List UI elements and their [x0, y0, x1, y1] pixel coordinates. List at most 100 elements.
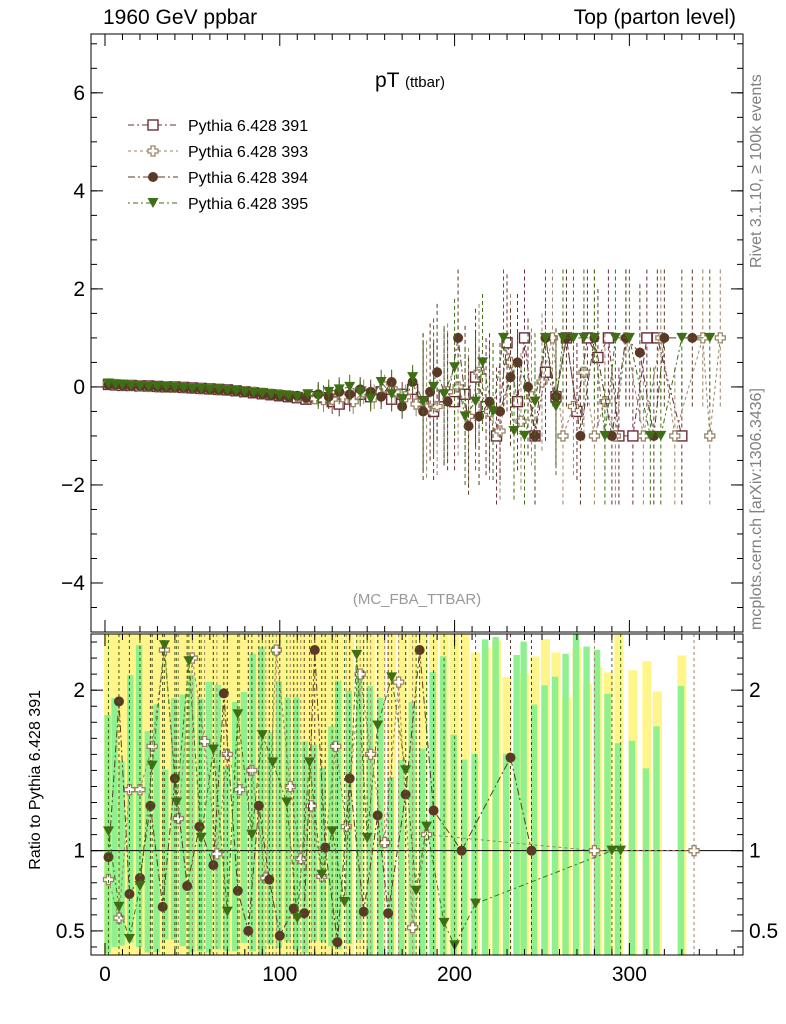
- ratio-point: [456, 845, 467, 856]
- ratio-point: [372, 720, 384, 731]
- data-point: [470, 396, 482, 407]
- data-point: [557, 430, 569, 442]
- ratio-point: [102, 873, 115, 886]
- legend-label: Pythia 6.428 394: [188, 170, 308, 187]
- ratio-band-green: [461, 759, 468, 955]
- ratio-band-green: [604, 693, 611, 955]
- data-point: [557, 332, 569, 343]
- ratio-point: [123, 933, 135, 944]
- ratio-band-green: [335, 680, 342, 950]
- ratio-point: [588, 845, 601, 857]
- data-point: [676, 332, 688, 343]
- ratio-band-green: [153, 704, 160, 953]
- data-point: [714, 332, 726, 344]
- ratio-point: [134, 880, 146, 891]
- main-plot-frame: [90, 33, 744, 633]
- data-point: [609, 332, 621, 343]
- data-point: [347, 395, 359, 408]
- ratio-band-green: [258, 647, 265, 955]
- ratio-band-green: [301, 741, 309, 953]
- ratio-ytick-label-right: 1: [749, 840, 761, 863]
- ratio-point: [379, 837, 391, 849]
- legend-marker: [148, 172, 158, 182]
- ratio-ytick-label: 1: [73, 840, 85, 863]
- data-point: [410, 398, 422, 410]
- ratio-point: [243, 925, 254, 936]
- process-label: Top (parton level): [573, 6, 736, 29]
- mcplots-source-label: mcplots.cern.ch [arXiv:1306.3436]: [748, 388, 765, 630]
- data-point: [453, 332, 464, 343]
- ratio-band-green: [419, 748, 426, 955]
- ratio-band-green: [471, 753, 478, 955]
- data-point: [169, 382, 181, 393]
- ratio-series-394: [103, 634, 537, 955]
- data-point: [442, 396, 453, 407]
- ratio-point: [365, 748, 377, 761]
- ratio-band-green: [541, 685, 548, 955]
- data-point: [125, 380, 137, 391]
- ratio-point: [198, 735, 211, 748]
- ratio-band-green: [398, 760, 405, 955]
- data-point: [195, 383, 207, 394]
- ratio-band-green: [653, 726, 660, 955]
- ratio-point: [158, 640, 170, 651]
- ratio-point: [157, 901, 168, 912]
- ratio-point: [688, 845, 700, 857]
- main-ytick-label: 6: [73, 82, 85, 105]
- ratio-band-green: [275, 680, 283, 948]
- ratio-point: [253, 800, 264, 811]
- main-ytick-label: 4: [73, 180, 85, 203]
- ratio-band-green: [450, 734, 457, 955]
- ratio-point: [267, 757, 279, 768]
- data-point: [134, 380, 146, 391]
- data-point: [274, 390, 286, 401]
- ratio-band-green: [377, 697, 384, 955]
- data-point: [151, 381, 163, 392]
- data-point: [344, 381, 356, 392]
- ratio-series-line: [107, 645, 621, 947]
- ratio-point: [270, 644, 282, 656]
- ratio-point: [428, 805, 439, 816]
- ratio-point: [208, 860, 219, 871]
- data-point: [498, 332, 510, 343]
- data-point: [529, 430, 540, 441]
- ratio-band-green: [492, 637, 499, 955]
- data-point: [578, 366, 590, 378]
- analysis-watermark: (MC_FBA_TTBAR): [353, 591, 481, 608]
- ratio-point: [171, 797, 183, 808]
- data-point: [143, 381, 155, 392]
- ratio-point: [309, 645, 320, 656]
- data-point: [333, 384, 345, 395]
- data-point: [221, 385, 233, 396]
- ratio-point: [264, 874, 275, 885]
- ratio-point: [392, 676, 405, 688]
- ratio-band-green: [387, 777, 394, 955]
- ratio-point: [338, 897, 350, 908]
- data-point: [550, 401, 562, 412]
- data-point: [379, 381, 391, 393]
- data-point: [376, 391, 387, 402]
- ratio-point: [414, 645, 425, 656]
- ratio-band-green: [366, 685, 373, 955]
- data-point: [365, 394, 377, 405]
- energy-label: 1960 GeV ppbar: [103, 6, 258, 29]
- legend-label: Pythia 6.428 395: [188, 196, 308, 213]
- data-point: [431, 400, 443, 413]
- data-point: [459, 411, 471, 422]
- ratio-point: [358, 906, 369, 917]
- data-point: [291, 391, 303, 402]
- ratio-point: [400, 765, 412, 776]
- data-point: [536, 376, 548, 388]
- data-point: [463, 421, 474, 432]
- ratio-point: [145, 800, 156, 811]
- rivet-version-label: Rivet 3.1.10, ≥ 100k events: [748, 74, 765, 268]
- ratio-band-green: [356, 672, 363, 940]
- data-point: [599, 395, 611, 408]
- ratio-band-green: [188, 674, 195, 953]
- data-point: [508, 426, 520, 437]
- data-point: [669, 430, 681, 442]
- data-point: [354, 386, 366, 397]
- ratio-point: [134, 784, 146, 796]
- ratio-point: [256, 730, 268, 741]
- ratio-band-green: [551, 676, 559, 955]
